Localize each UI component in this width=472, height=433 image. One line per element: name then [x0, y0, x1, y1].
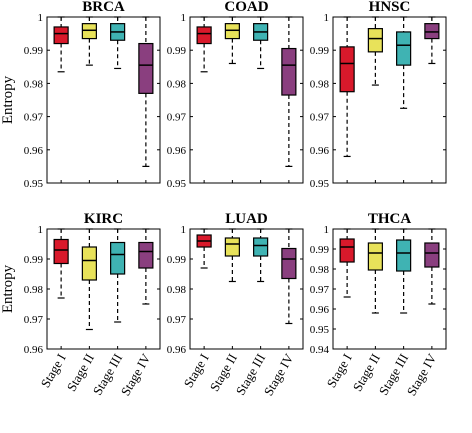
- box-hnsc-stage-i: [339, 16, 355, 183]
- iqr-box: [224, 23, 240, 40]
- y-tick-label-coad: 0.96: [167, 145, 187, 157]
- iqr-box: [396, 239, 412, 272]
- iqr-box: [81, 246, 97, 281]
- plot-frame-coad: [189, 16, 304, 184]
- plot-frame-thca: [332, 228, 447, 350]
- iqr-box: [138, 241, 154, 269]
- iqr-box: [424, 23, 440, 40]
- y-tick-label-coad: 0.97: [167, 112, 187, 124]
- y-tick-label-brca: 0.95: [24, 178, 44, 190]
- y-tick-label-brca: 0.97: [24, 112, 44, 124]
- y-tick-label-thca: 0.96: [310, 304, 330, 316]
- iqr-box: [53, 238, 69, 265]
- y-tick-label-hnsc: 0.98: [310, 78, 330, 90]
- y-tick-label-luad: 0.97: [167, 314, 187, 326]
- y-tick-label-thca: 0.99: [310, 244, 330, 256]
- y-axis-label-brca: Entropy: [0, 75, 16, 124]
- iqr-box: [196, 26, 212, 45]
- iqr-box: [339, 238, 355, 263]
- y-tick-label-kirc: 1: [38, 224, 44, 236]
- iqr-box: [281, 247, 297, 280]
- box-luad-stage-ii: Stage II: [207, 228, 240, 394]
- box-hnsc-stage-iv: [424, 16, 440, 183]
- y-tick-label-kirc: 0.96: [24, 344, 44, 356]
- y-tick-label-thca: 0.94: [310, 344, 330, 356]
- panel-title-coad: COAD: [224, 0, 268, 15]
- y-tick-label-hnsc: 0.96: [310, 145, 330, 157]
- y-tick-label-luad: 0.98: [167, 284, 187, 296]
- panel-title-thca: THCA: [368, 211, 412, 227]
- panel-title-kirc: KIRC: [84, 211, 123, 227]
- iqr-box: [367, 28, 383, 53]
- box-brca-stage-iii: [110, 16, 126, 183]
- y-tick-label-brca: 0.96: [24, 145, 44, 157]
- iqr-box: [424, 242, 440, 268]
- y-tick-label-hnsc: 0.95: [310, 178, 330, 190]
- y-tick-label-thca: 0.98: [310, 264, 330, 276]
- y-tick-label-kirc: 0.98: [24, 284, 44, 296]
- y-tick-label-coad: 0.99: [167, 45, 187, 57]
- y-tick-label-brca: 0.99: [24, 45, 44, 57]
- iqr-box: [339, 46, 355, 93]
- y-tick-label-hnsc: 0.97: [310, 112, 330, 124]
- iqr-box: [367, 242, 383, 271]
- panel-title-luad: LUAD: [225, 211, 268, 227]
- y-tick-label-coad: 0.95: [167, 178, 187, 190]
- y-tick-label-brca: 0.98: [24, 78, 44, 90]
- y-tick-label-hnsc: 1: [324, 12, 330, 24]
- box-coad-stage-iii: [253, 16, 269, 183]
- plot-frame-kirc: [46, 228, 161, 350]
- panel-title-brca: BRCA: [82, 0, 125, 15]
- iqr-box: [396, 31, 412, 66]
- iqr-box: [110, 241, 126, 275]
- y-tick-label-luad: 0.99: [167, 254, 187, 266]
- y-axis-label-kirc: Entropy: [0, 264, 16, 313]
- y-tick-label-thca: 0.95: [310, 324, 330, 336]
- y-tick-label-thca: 1: [324, 224, 330, 236]
- panel-hnsc: HNSC 0.95 0.96 0.97 0.98 0.99 1: [310, 0, 447, 190]
- plot-frame-brca: [46, 16, 161, 184]
- box-brca-stage-iv: [138, 16, 154, 183]
- box-hnsc-stage-iii: [396, 16, 412, 183]
- box-brca-stage-ii: [81, 16, 97, 183]
- plot-frame-luad: [189, 228, 304, 350]
- iqr-box: [224, 237, 240, 257]
- y-tick-label-hnsc: 0.99: [310, 45, 330, 57]
- y-tick-label-thca: 0.97: [310, 284, 330, 296]
- box-coad-stage-iv: [281, 16, 297, 183]
- y-tick-label-kirc: 0.97: [24, 314, 44, 326]
- y-tick-label-coad: 1: [181, 12, 187, 24]
- iqr-box: [53, 26, 69, 45]
- y-tick-label-coad: 0.98: [167, 78, 187, 90]
- box-coad-stage-ii: [224, 16, 240, 183]
- y-tick-label-kirc: 0.99: [24, 254, 44, 266]
- box-hnsc-stage-ii: [367, 16, 383, 183]
- iqr-box: [253, 237, 269, 257]
- y-tick-label-brca: 1: [38, 12, 44, 24]
- y-tick-label-luad: 0.96: [167, 344, 187, 356]
- panel-brca: BRCA Entropy 0.95 0.96 0.97 0.98 0.99 1: [0, 0, 161, 190]
- panel-coad: COAD 0.95 0.96 0.97 0.98 0.99 1: [167, 0, 304, 190]
- box-brca-stage-i: [53, 16, 69, 183]
- iqr-box: [138, 42, 154, 94]
- plot-frame-hnsc: [332, 16, 447, 184]
- iqr-box: [281, 47, 297, 96]
- y-tick-label-luad: 1: [181, 224, 187, 236]
- panel-title-hnsc: HNSC: [369, 0, 411, 15]
- box-coad-stage-i: [196, 16, 212, 183]
- iqr-box: [81, 23, 97, 40]
